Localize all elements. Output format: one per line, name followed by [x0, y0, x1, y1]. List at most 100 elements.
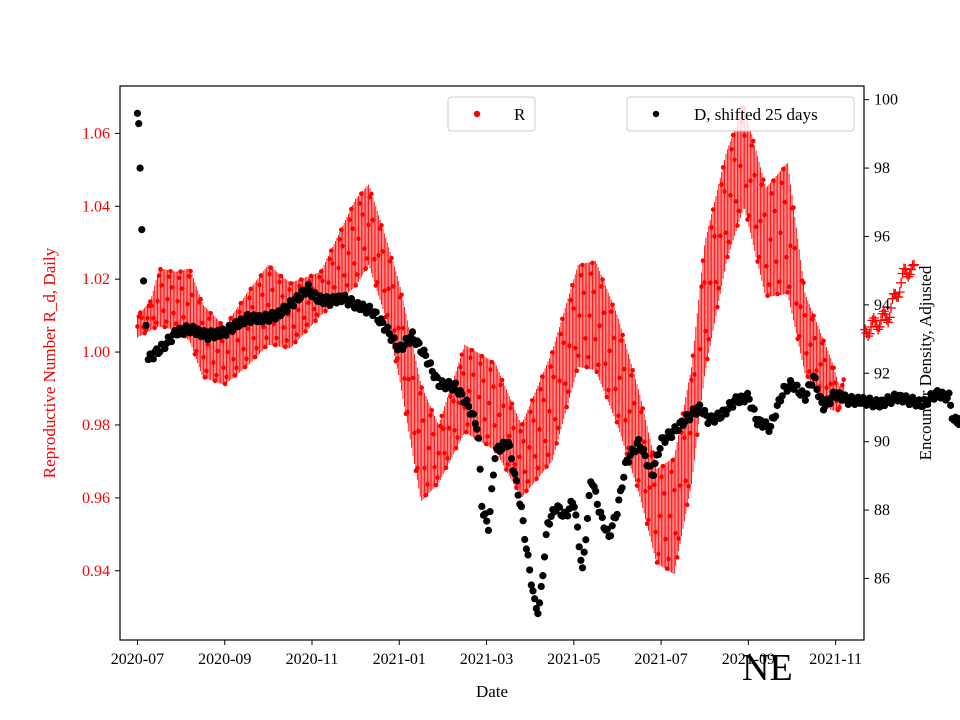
r-point: [504, 467, 509, 472]
left-y-axis-ticks: 0.94 0.96 0.98 1.00 1.02 1.04 1.06: [82, 125, 120, 580]
r-point: [522, 469, 528, 475]
d-point: [427, 359, 435, 367]
r-point: [349, 206, 354, 212]
r-point: [506, 433, 512, 439]
r-point: [585, 354, 591, 360]
r-point: [671, 487, 677, 493]
r-point: [155, 298, 160, 304]
r-point: [363, 266, 368, 271]
r-point: [692, 372, 697, 377]
r-point: [318, 269, 324, 274]
d-point: [608, 522, 616, 530]
r-point: [603, 361, 608, 367]
r-plus-marker: [904, 269, 915, 280]
r-point: [440, 426, 446, 431]
d-point: [372, 308, 380, 316]
r-point: [594, 369, 600, 375]
r-point: [410, 375, 416, 381]
r-point: [179, 286, 185, 291]
r-point: [443, 465, 449, 471]
d-point: [564, 512, 572, 520]
d-point: [522, 545, 530, 553]
r-point: [386, 286, 391, 292]
r-point: [725, 254, 730, 260]
r-point: [468, 355, 473, 361]
d-point: [483, 517, 491, 525]
r-point: [224, 374, 229, 380]
r-point: [311, 306, 317, 312]
r-point: [479, 353, 485, 359]
r-point: [616, 413, 621, 419]
r-point: [841, 377, 846, 382]
r-point: [344, 282, 350, 288]
r-point: [831, 365, 836, 371]
r-point: [570, 282, 575, 288]
d-point: [572, 511, 580, 519]
r-point: [390, 284, 396, 289]
r-point: [719, 182, 724, 187]
r-point: [808, 342, 813, 347]
r-point: [145, 315, 150, 321]
x-tick-label: 2021-11: [809, 651, 862, 668]
r-point: [350, 226, 356, 232]
r-point: [185, 301, 190, 307]
r-point: [330, 261, 335, 266]
r-point: [272, 342, 278, 348]
d-point: [618, 484, 626, 492]
r-point: [738, 163, 743, 169]
r-point: [782, 199, 788, 205]
r-point: [794, 301, 799, 306]
x-tick-label: 2021-03: [460, 651, 513, 668]
r-point: [202, 375, 208, 380]
d-point: [458, 390, 466, 398]
r-point: [337, 237, 343, 242]
left-y-tick-label: 1.06: [82, 125, 110, 142]
r-point: [439, 413, 445, 419]
r-point: [699, 284, 704, 289]
d-point: [598, 513, 606, 522]
r-point: [234, 365, 239, 371]
d-point: [575, 543, 583, 551]
d-point: [519, 517, 527, 525]
d-point: [408, 328, 417, 336]
r-point: [429, 407, 435, 413]
r-point: [415, 465, 420, 471]
d-point: [793, 381, 801, 389]
r-point: [294, 332, 300, 337]
r-point: [405, 409, 410, 415]
r-point: [766, 282, 772, 287]
r-point: [552, 416, 558, 422]
r-point: [219, 338, 225, 344]
r-point: [165, 296, 170, 302]
right-y-axis-title: Encounter Density, Adjusted: [916, 265, 935, 460]
r-point: [148, 299, 153, 304]
r-point: [260, 292, 265, 298]
r-point: [483, 441, 489, 447]
r-point: [212, 378, 218, 384]
r-point: [613, 386, 618, 392]
r-point: [783, 254, 789, 260]
r-point: [396, 325, 401, 331]
r-plus-marker: [894, 287, 905, 298]
r-plus-marker: [875, 315, 886, 326]
r-point: [471, 372, 476, 377]
r-point: [539, 374, 545, 379]
r-point: [620, 332, 625, 338]
r-point: [771, 178, 776, 184]
r-point: [327, 256, 333, 262]
r-point: [666, 556, 671, 562]
r-point: [614, 419, 620, 425]
r-point: [801, 280, 806, 286]
r-point: [152, 325, 157, 331]
r-point: [466, 388, 472, 394]
r-point: [356, 236, 361, 242]
r-point: [669, 469, 674, 475]
r-point: [453, 445, 459, 451]
d-point: [750, 405, 758, 413]
d-point: [583, 514, 592, 523]
d-point: [641, 452, 649, 460]
r-point: [379, 223, 384, 228]
r-point: [384, 312, 390, 318]
d-point: [484, 526, 493, 535]
d-point: [379, 318, 387, 326]
